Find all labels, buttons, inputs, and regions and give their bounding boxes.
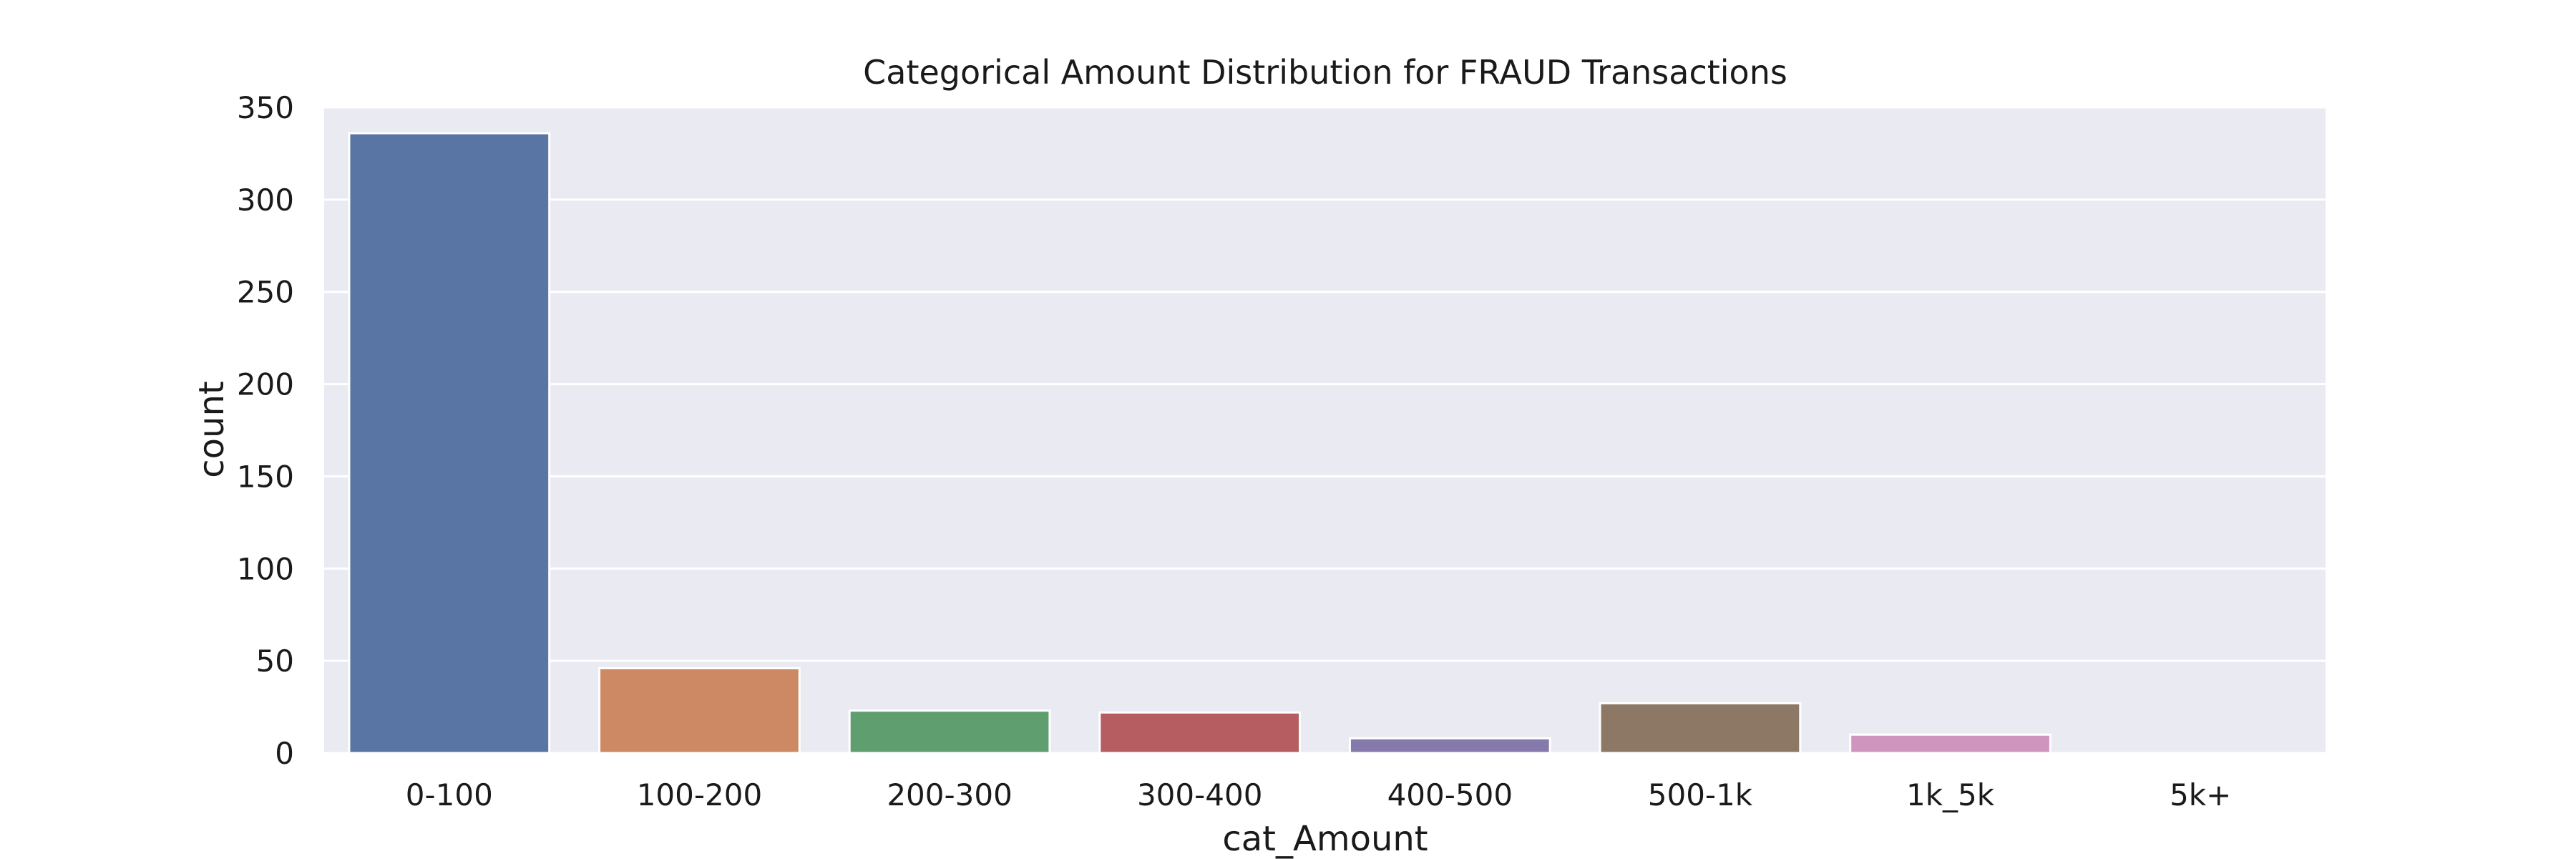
y-tick-label: 250	[237, 275, 294, 310]
chart-title: Categorical Amount Distribution for FRAU…	[863, 53, 1787, 92]
y-tick-label: 200	[237, 367, 294, 402]
x-tick-label: 0-100	[406, 777, 493, 812]
y-tick-label: 100	[237, 551, 294, 586]
gridlines	[324, 106, 2326, 754]
bar-300-400	[1098, 711, 1302, 754]
x-tick-label: 400-500	[1387, 777, 1513, 812]
x-tick-label: 100-200	[637, 777, 763, 812]
x-axis-label: cat_Amount	[1222, 819, 1428, 859]
x-tick-label: 500-1k	[1648, 777, 1753, 812]
bar-400-500	[1348, 737, 1551, 754]
bar-200-300	[848, 709, 1051, 754]
y-axis-ticks: 0 50 100 150 200 250 300 350	[237, 90, 294, 771]
y-tick-label: 0	[275, 736, 294, 771]
x-tick-label: 200-300	[887, 777, 1013, 812]
x-tick-label: 1k_5k	[1906, 777, 1995, 812]
y-tick-label: 150	[237, 459, 294, 494]
plot-area	[324, 107, 2326, 753]
bar-0-100	[348, 132, 551, 754]
y-tick-label: 50	[256, 644, 294, 679]
y-tick-label: 300	[237, 183, 294, 218]
x-tick-label: 5k+	[2170, 777, 2231, 812]
bars	[348, 132, 2051, 754]
y-tick-label: 350	[237, 90, 294, 125]
bar-1k_5k	[1849, 733, 2051, 754]
bar-500-1k	[1599, 702, 1802, 754]
y-axis-label: count	[192, 381, 232, 477]
x-axis-ticks: 0-100 100-200 200-300 300-400 400-500 500-1k 1…	[406, 777, 2232, 812]
bar-100-200	[598, 666, 801, 754]
x-tick-label: 300-400	[1137, 777, 1263, 812]
